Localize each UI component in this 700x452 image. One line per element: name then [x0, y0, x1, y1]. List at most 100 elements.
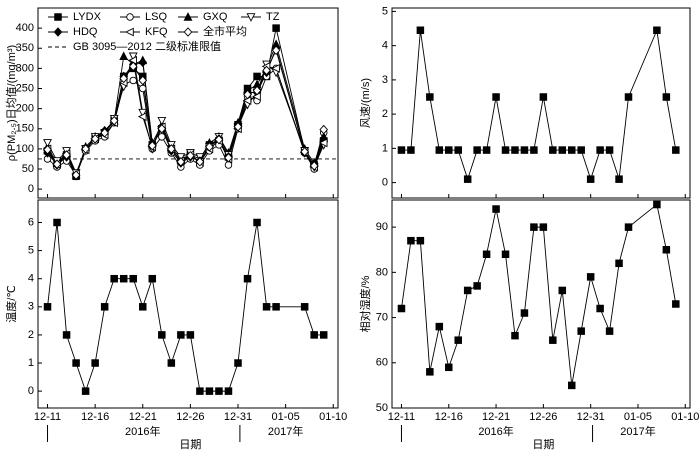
data-point [158, 133, 166, 141]
data-point [128, 52, 138, 62]
y-tick-label: 90 [376, 221, 388, 233]
data-point [186, 150, 195, 161]
data-point [567, 381, 576, 390]
data-point [129, 76, 137, 85]
y-tick-label: 60 [376, 357, 388, 369]
data-point [119, 51, 129, 61]
legend-label: HDQ [73, 26, 98, 38]
x-tick-label: 01-10 [319, 411, 347, 423]
legend-marker [54, 13, 62, 21]
data-point [271, 63, 280, 73]
data-point [567, 146, 576, 154]
data-point [53, 218, 61, 227]
data-point [624, 223, 633, 231]
x-tick-label: 12-31 [577, 411, 605, 423]
data-point [473, 146, 481, 154]
y-tick-label: 200 [16, 103, 34, 115]
data-point [520, 309, 529, 317]
data-point [119, 73, 129, 84]
data-point [520, 146, 529, 154]
x-tick-label: 12-11 [34, 411, 61, 423]
y-axis-label: 温度/℃ [4, 285, 18, 322]
data-point [454, 336, 462, 344]
y-tick-label: 300 [16, 62, 34, 74]
data-point [482, 146, 491, 154]
legend-marker [183, 27, 193, 37]
x-tick-label: 01-10 [671, 411, 699, 423]
data-point [252, 85, 262, 96]
y-tick-label: 50 [22, 163, 34, 175]
data-point [167, 359, 176, 367]
data-point [492, 93, 500, 101]
y-axis-label: 风速/(m/s) [359, 78, 372, 128]
data-point [167, 144, 176, 154]
data-point [196, 387, 204, 395]
data-point [319, 124, 329, 135]
data-point [596, 146, 604, 154]
data-point [445, 146, 453, 154]
data-point [653, 200, 661, 209]
data-point [129, 274, 137, 283]
data-point [319, 331, 328, 339]
plot-frame [37, 7, 339, 199]
data-point [81, 387, 90, 395]
data-point [43, 139, 52, 148]
data-point [539, 223, 548, 231]
y-tick-label: 4 [28, 273, 34, 285]
data-point [262, 303, 271, 311]
data-point [662, 93, 671, 101]
y-tick-label: 1 [28, 357, 34, 369]
data-point [511, 146, 519, 154]
legend-label: KFQ [145, 26, 168, 38]
data-point [445, 363, 453, 372]
x-tick-label: 12-26 [176, 411, 204, 423]
data-point [62, 331, 71, 339]
x-tick-label: 12-11 [388, 411, 415, 423]
data-point [407, 236, 415, 245]
data-point [214, 134, 224, 145]
data-point [272, 303, 280, 311]
legend-label: GXQ [203, 11, 228, 23]
data-point [72, 359, 80, 367]
data-point [243, 274, 252, 283]
data-point [100, 303, 109, 311]
x-group-label: 2016年 [125, 424, 160, 438]
data-point [624, 93, 633, 101]
data-point [672, 146, 680, 154]
plot-frame [391, 199, 691, 409]
data-point [138, 75, 148, 86]
y-tick-label: 3 [28, 301, 34, 313]
data-point [426, 93, 434, 101]
y-tick-label: 6 [28, 216, 34, 228]
data-point [435, 322, 444, 331]
x-tick-label: 12-21 [129, 411, 157, 423]
data-point [253, 72, 261, 81]
data-point [482, 250, 491, 259]
data-point [577, 146, 585, 154]
y-tick-label: 5 [382, 5, 388, 17]
data-point [137, 112, 147, 122]
legend-label: TZ [266, 11, 280, 23]
data-point [177, 331, 185, 339]
y-tick-label: 4 [382, 40, 388, 52]
y-tick-label: 2 [382, 108, 388, 120]
y-tick-label: 80 [376, 266, 388, 278]
series-line [401, 28, 677, 181]
data-point [233, 121, 243, 132]
x-group-label: 2017年 [620, 424, 655, 438]
legend-label: LSQ [145, 11, 167, 23]
data-point [605, 327, 614, 335]
y-tick-label: 150 [16, 123, 34, 135]
series-line [47, 42, 325, 177]
data-point [52, 159, 62, 169]
data-point [407, 146, 415, 154]
data-point [672, 300, 680, 308]
data-point [205, 387, 214, 395]
data-point [492, 205, 500, 213]
data-point [147, 140, 157, 151]
legend-marker [183, 12, 193, 21]
data-point [511, 331, 519, 340]
data-point [243, 89, 252, 100]
x-tick-label: 12-16 [81, 411, 109, 423]
